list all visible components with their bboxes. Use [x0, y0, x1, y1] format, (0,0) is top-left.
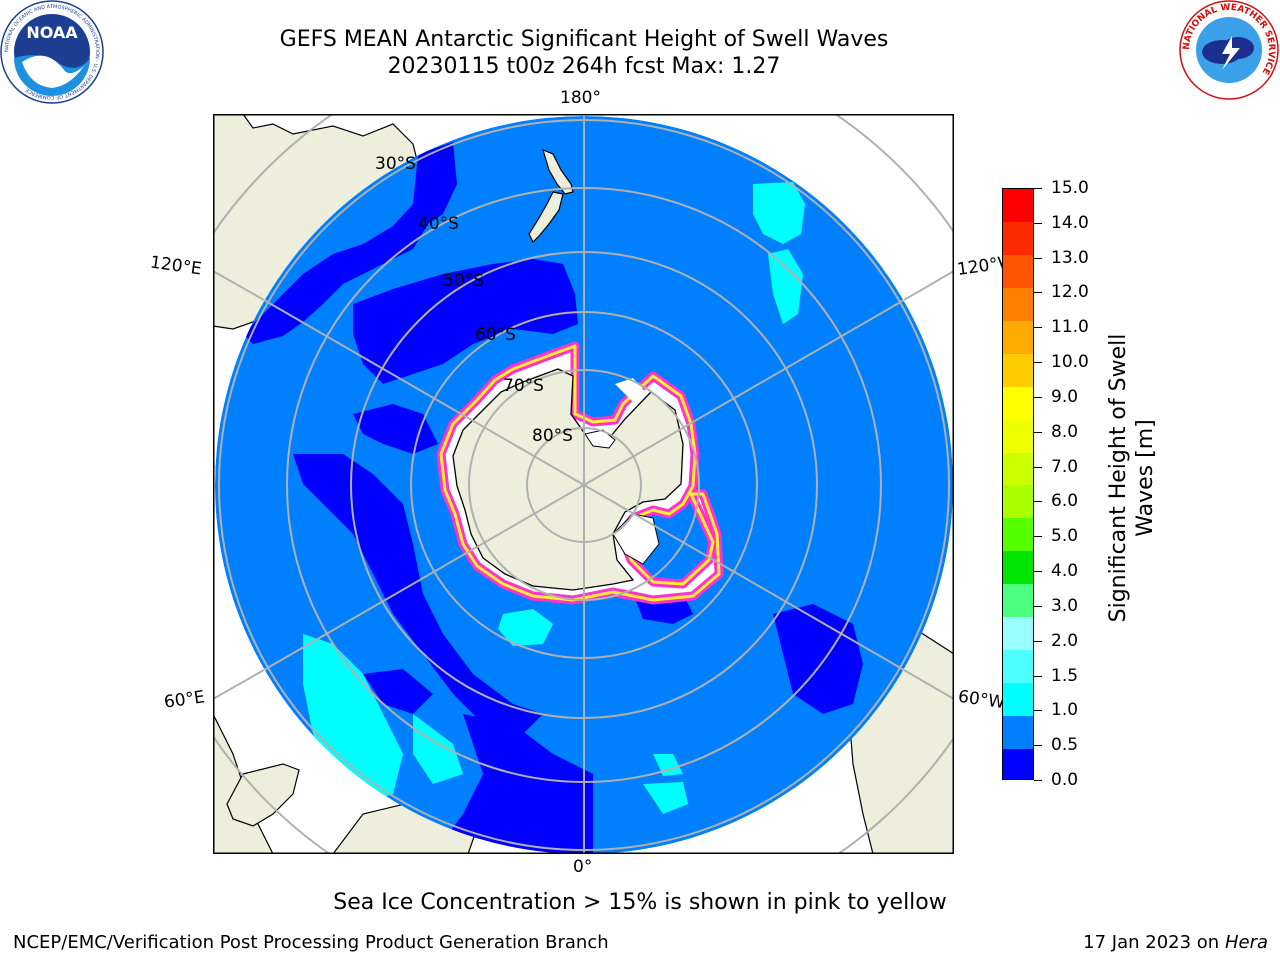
chart-title: GEFS MEAN Antarctic Significant Height o…	[279, 27, 889, 52]
colorbar-label: Significant Height of Swell Waves [m]	[1106, 333, 1158, 623]
colorbar-tick	[1034, 362, 1042, 364]
colorbar-segment	[1003, 254, 1033, 289]
colorbar-segment	[1003, 221, 1033, 256]
new-zealand	[528, 148, 574, 244]
colorbar-segment	[1003, 353, 1033, 387]
colorbar-tick-label: 10.0	[1051, 352, 1089, 373]
lon-label-0: 0°	[573, 857, 593, 877]
colorbar	[1002, 188, 1034, 780]
colorbar-tick-label: 14.0	[1051, 212, 1089, 233]
colorbar-tick-label: 7.0	[1051, 456, 1079, 477]
colorbar-tick	[1034, 605, 1042, 607]
colorbar-tick	[1034, 257, 1042, 259]
colorbar-tick-label: 13.0	[1051, 247, 1089, 268]
colorbar-tick	[1034, 222, 1042, 224]
colorbar-tick	[1034, 396, 1042, 398]
lat-label-70s: 70°S	[503, 376, 544, 396]
colorbar-tick-label: 8.0	[1051, 421, 1079, 442]
colorbar-tick-label: 12.0	[1051, 282, 1089, 303]
colorbar-segment	[1003, 320, 1033, 354]
chart-subtitle: 20230115 t00z 264h fcst Max: 1.27	[387, 54, 781, 79]
colorbar-segment	[1003, 715, 1033, 749]
lat-label-60s: 60°S	[475, 325, 516, 345]
colorbar-tick	[1034, 431, 1042, 433]
run-date: 17 Jan 2023 on Hera	[1083, 932, 1268, 953]
colorbar-tick-label: 11.0	[1051, 317, 1089, 338]
colorbar-tick	[1034, 536, 1042, 538]
polar-map: 30°S 40°S 50°S 60°S 70°S 80°S	[213, 114, 954, 854]
colorbar-tick	[1034, 675, 1042, 677]
colorbar-segment	[1003, 616, 1033, 650]
colorbar-tick	[1034, 640, 1042, 642]
colorbar-tick-label: 0.0	[1051, 770, 1079, 790]
colorbar-tick-label: 1.5	[1051, 665, 1079, 686]
lat-label-50s: 50°S	[443, 271, 484, 291]
colorbar-segment	[1003, 748, 1033, 779]
colorbar-segment	[1003, 189, 1033, 223]
nws-logo: NATIONAL WEATHER SERVICE	[1179, 0, 1279, 100]
colorbar-tick-label: 5.0	[1051, 526, 1079, 547]
colorbar-tick	[1034, 501, 1042, 503]
colorbar-tick-label: 6.0	[1051, 491, 1079, 512]
colorbar-tick	[1034, 292, 1042, 294]
colorbar-tick-label: 1.0	[1051, 700, 1079, 721]
colorbar-segment	[1003, 452, 1033, 486]
colorbar-segment	[1003, 583, 1033, 618]
lat-label-30s: 30°S	[375, 154, 416, 174]
colorbar-tick	[1034, 188, 1042, 189]
colorbar-tick-label: 0.5	[1051, 735, 1079, 756]
antarctica	[436, 341, 724, 605]
colorbar-tick-label: 15.0	[1051, 178, 1089, 198]
lon-label-60w: 60°W	[956, 686, 1007, 714]
run-system: Hera	[1224, 932, 1268, 953]
colorbar-segment	[1003, 419, 1033, 453]
graticule	[218, 116, 950, 854]
colorbar-segment	[1003, 649, 1033, 683]
outer-graticule	[213, 114, 954, 854]
svg-text:NOAA: NOAA	[26, 23, 78, 42]
lon-label-60e: 60°E	[162, 687, 207, 713]
colorbar-tick	[1034, 466, 1042, 468]
low-swell-regions	[243, 142, 863, 854]
colorbar-tick-label: 9.0	[1051, 386, 1079, 407]
credit-line: NCEP/EMC/Verification Post Processing Pr…	[13, 932, 609, 953]
colorbar-tick	[1034, 745, 1042, 747]
colorbar-segment	[1003, 550, 1033, 585]
colorbar-segment	[1003, 287, 1033, 322]
colorbar-segment	[1003, 485, 1033, 519]
sea-ice-note: Sea Ice Concentration > 15% is shown in …	[333, 890, 947, 915]
lon-label-120e: 120°E	[148, 252, 203, 280]
colorbar-tick-label: 2.0	[1051, 630, 1079, 651]
colorbar-tick	[1034, 571, 1042, 573]
colorbar-segment	[1003, 386, 1033, 420]
lat-label-80s: 80°S	[532, 426, 573, 446]
colorbar-segment	[1003, 517, 1033, 552]
colorbar-segment	[1003, 682, 1033, 716]
colorbar-tick	[1034, 710, 1042, 712]
lon-label-180: 180°	[560, 88, 601, 108]
colorbar-tick	[1034, 780, 1042, 781]
noaa-logo: NOAA NATIONAL OCEANIC AND ATMOSPHERIC AD…	[0, 0, 104, 104]
run-date-text: 17 Jan 2023 on	[1083, 932, 1220, 953]
colorbar-tick	[1034, 327, 1042, 329]
lat-label-40s: 40°S	[418, 214, 459, 234]
colorbar-tick-label: 3.0	[1051, 595, 1079, 616]
colorbar-tick-label: 4.0	[1051, 561, 1079, 582]
